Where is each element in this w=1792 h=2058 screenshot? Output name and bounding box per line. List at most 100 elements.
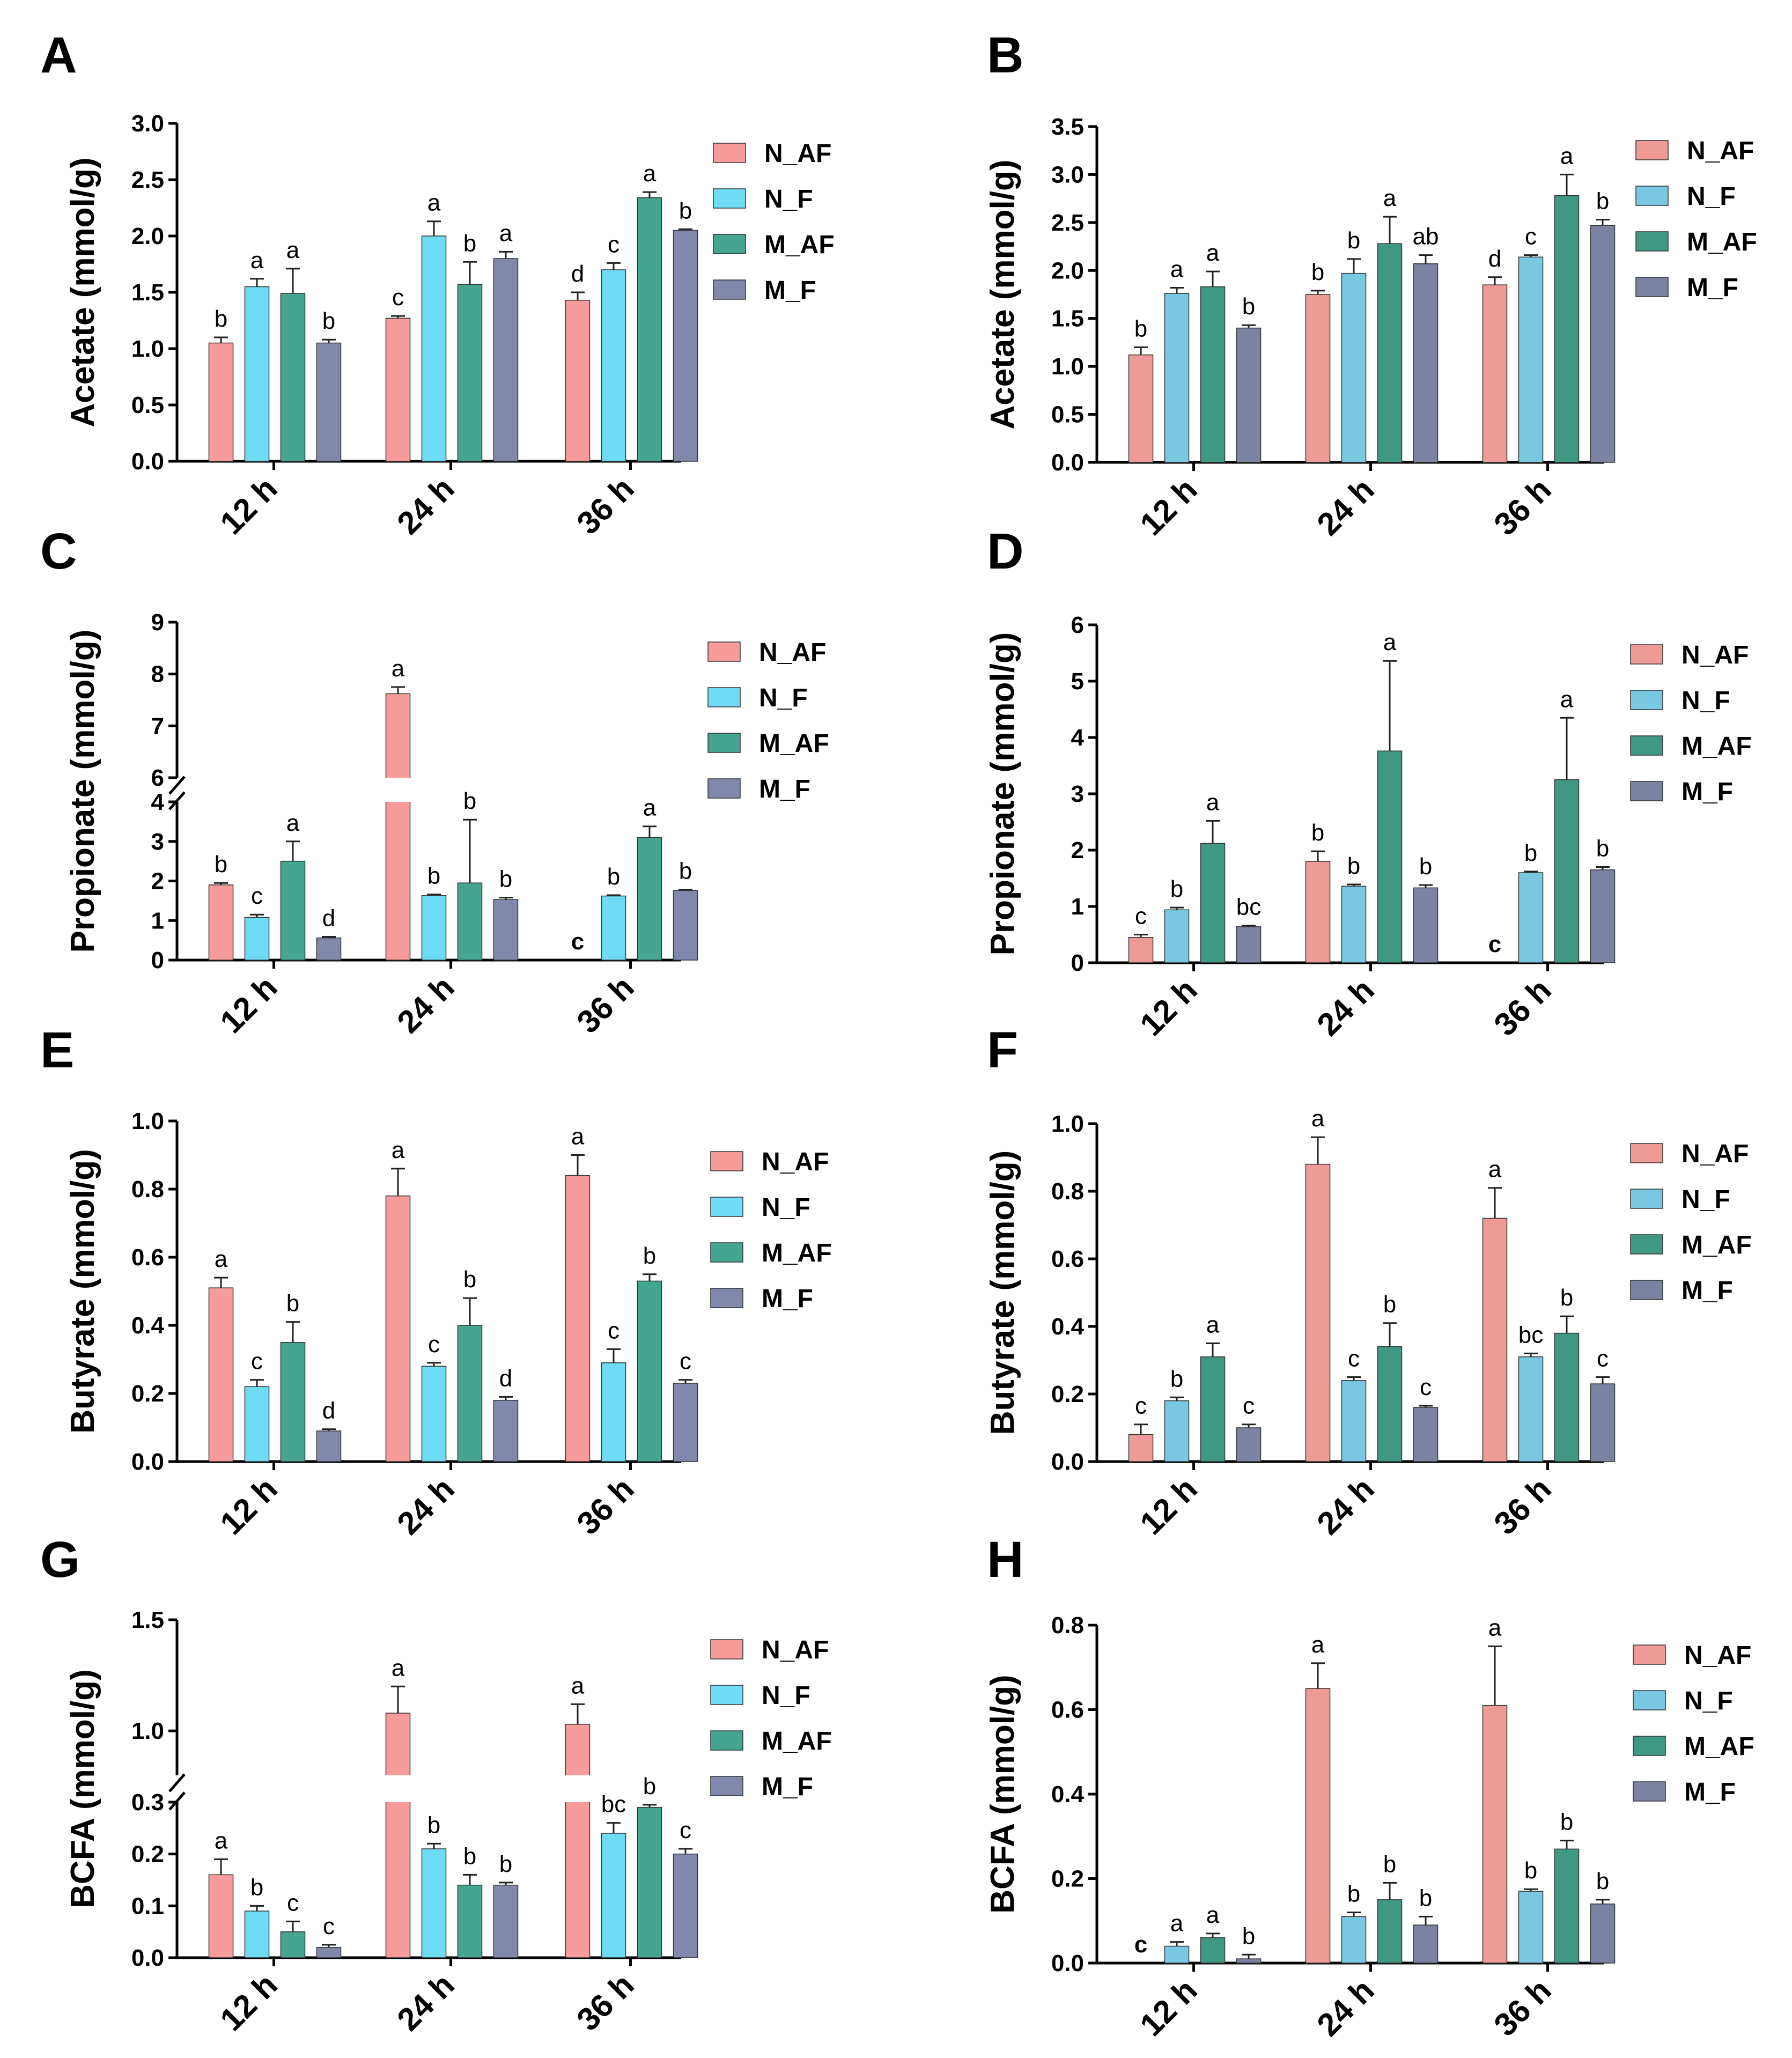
panel-h: H 0.0 0.2 0.4 0.6 0.8 BCFA (mmol/g) 12 h 24 h 36 … [984, 1531, 1754, 2043]
legend-swatch [1635, 231, 1669, 252]
legend-label: N_AF [762, 1636, 829, 1664]
bar-n-f [1341, 1916, 1367, 1964]
y-tick-label: 8 [151, 661, 164, 688]
bar-n-af [565, 1723, 591, 1958]
y-tick-label: 0.3 [131, 1789, 164, 1816]
bar-m-f [1413, 1924, 1439, 1964]
legend-label: M_AF [764, 231, 835, 259]
y-tick-label: 0.8 [131, 1176, 164, 1203]
legend-label: M_F [762, 1285, 813, 1313]
legend-swatch [1633, 1644, 1666, 1665]
x-tick-label: 36 h [1487, 1471, 1558, 1541]
bar-m-f [1236, 1958, 1262, 1964]
significance-letter: a [499, 220, 513, 246]
significance-letter: b [1170, 1366, 1183, 1392]
bar-m-af [280, 293, 306, 462]
bar-n-f [1518, 1891, 1544, 1964]
x-tick-label: 12 h [213, 470, 284, 541]
significance-letter: b [215, 851, 227, 877]
y-tick-label: 3 [1071, 781, 1084, 807]
significance-letter: d [499, 1365, 512, 1391]
legend-swatch [1630, 1189, 1663, 1209]
significance-letter: a [1488, 1614, 1502, 1641]
bar-n-f [1518, 1356, 1544, 1462]
bar-n-f [601, 1362, 626, 1462]
significance-letter: d [571, 261, 584, 287]
legend-label: N_AF [759, 638, 826, 667]
legend-label: M_AF [1682, 1231, 1752, 1259]
y-tick-label: 1.0 [131, 1108, 164, 1134]
y-tick-label: 0.2 [131, 1381, 164, 1407]
y-tick-label: 0.8 [1051, 1612, 1084, 1639]
bar-n-af [1128, 354, 1154, 463]
panel-e: E 0.0 0.2 0.4 0.6 0.8 1.0 Butyrate (mmol/g) 12 h… [40, 1022, 832, 1541]
bar-m-af [280, 860, 306, 961]
bar-m-af [1377, 1899, 1403, 1964]
legend-label: N_F [764, 185, 813, 213]
significance-letter: b [607, 864, 620, 890]
y-tick-label: 0.2 [131, 1841, 164, 1868]
x-tick-label: 36 h [570, 969, 640, 1040]
legend-swatch [710, 1197, 743, 1217]
significance-letter: a [1206, 1902, 1220, 1928]
significance-letter: a [571, 1672, 585, 1699]
significance-letter: a [1383, 629, 1397, 655]
bar-n-af [208, 342, 234, 462]
y-tick-label: 0.2 [1051, 1866, 1084, 1892]
legend-swatch [1630, 1280, 1663, 1300]
bar-m-af [457, 284, 483, 462]
panel-letter: H [987, 1531, 1024, 1588]
significance-letter: c [1348, 1346, 1360, 1372]
bar-m-f [493, 899, 519, 961]
bar-n-f [244, 1911, 270, 1958]
bar-break-gap [564, 1775, 591, 1802]
y-tick-label: 0.0 [1051, 1950, 1084, 1976]
bar-m-f [1590, 1904, 1616, 1964]
y-tick-label: 0 [151, 947, 164, 973]
bar-n-af [208, 884, 234, 961]
legend-swatch [713, 234, 746, 254]
bar-n-af [208, 1287, 234, 1462]
significance-letter: a [1206, 1312, 1220, 1338]
bar-n-f [601, 269, 626, 462]
legend-swatch [1635, 186, 1669, 206]
legend-swatch [1633, 1736, 1666, 1756]
significance-letter: b [1242, 293, 1255, 320]
legend-label: N_F [1687, 182, 1736, 211]
bar-n-f [244, 917, 270, 961]
bar-n-af [565, 1175, 591, 1462]
significance-letter: b [286, 1290, 299, 1317]
bar-n-af [1128, 1434, 1154, 1462]
legend-swatch [707, 687, 741, 707]
significance-letter: b [1383, 1851, 1396, 1877]
significance-letter: a [1206, 789, 1220, 815]
x-tick-label: 12 h [1133, 972, 1204, 1043]
significance-letter: bc [1236, 894, 1261, 920]
bar-m-f [673, 1853, 698, 1958]
y-axis: 0 1 2 3 4 5 6 [1071, 612, 1098, 976]
legend-label: M_F [1682, 778, 1733, 806]
y-axis-label: Acetate (mmol/g) [984, 160, 1021, 430]
legend-swatch [1630, 781, 1663, 801]
axis-break-mark [168, 776, 186, 795]
x-tick-label: 36 h [1487, 972, 1558, 1043]
panel-letter: C [40, 523, 77, 580]
legend-swatch [1635, 140, 1669, 160]
bar-m-f [493, 1399, 519, 1462]
significance-letter: b [463, 1843, 476, 1869]
y-tick-label: 1.0 [131, 1718, 164, 1744]
significance-letter: a [643, 795, 657, 821]
significance-letter: d [322, 905, 335, 931]
significance-letter: b [1242, 1923, 1255, 1949]
y-tick-label: 4 [151, 789, 165, 815]
legend-label: M_F [1682, 1277, 1733, 1305]
y-tick-label: 0.2 [1051, 1381, 1084, 1407]
panel-c: C 0 1 2 3 46 7 8 9 Propionate (mmol/g) 12 h 24 h 36 … [40, 523, 829, 1040]
significance-letter: ab [1413, 224, 1439, 250]
legend-label: N_AF [762, 1148, 829, 1176]
significance-letter: a [1560, 143, 1574, 169]
y-tick-label: 0.5 [1051, 402, 1084, 428]
y-axis: 0.0 0.2 0.4 0.6 0.8 [1051, 1612, 1098, 1976]
bar-n-f [1518, 872, 1544, 963]
